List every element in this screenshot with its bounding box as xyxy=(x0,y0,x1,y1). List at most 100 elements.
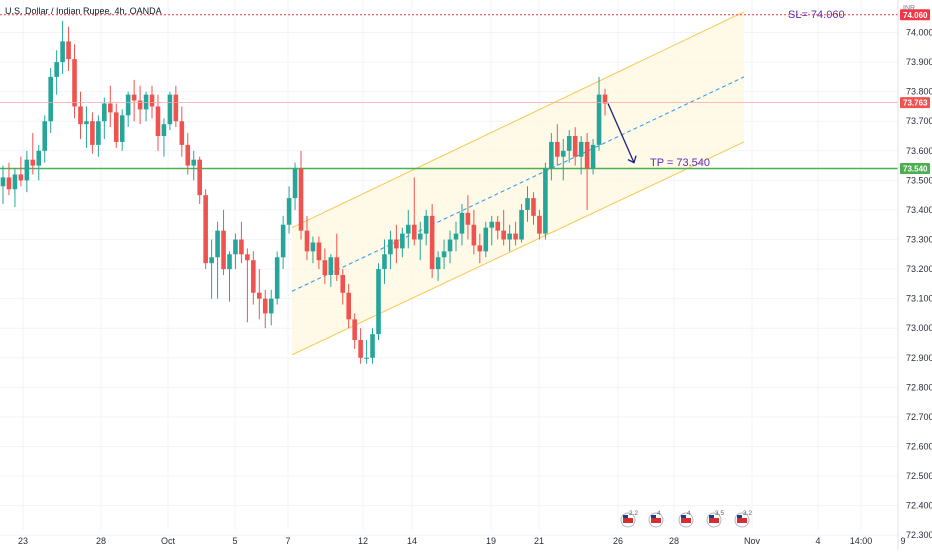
candle-body[interactable] xyxy=(113,112,119,142)
candle-body[interactable] xyxy=(310,242,316,252)
candle-body[interactable] xyxy=(119,115,125,142)
candle-body[interactable] xyxy=(54,62,59,77)
candle-body[interactable] xyxy=(382,254,387,270)
candle-body[interactable] xyxy=(30,159,36,166)
candle-body[interactable] xyxy=(507,233,512,240)
candle-body[interactable] xyxy=(209,257,214,264)
candle-body[interactable] xyxy=(441,251,447,258)
candle-body[interactable] xyxy=(477,245,483,252)
candle-body[interactable] xyxy=(555,141,560,157)
candle-body[interactable] xyxy=(251,260,256,293)
candle-body[interactable] xyxy=(358,340,363,358)
candle-body[interactable] xyxy=(560,150,566,157)
candle-body[interactable] xyxy=(185,144,191,166)
candle-body[interactable] xyxy=(36,150,42,166)
candle-body[interactable] xyxy=(66,41,71,60)
candle-body[interactable] xyxy=(107,103,113,113)
candle-body[interactable] xyxy=(167,94,173,125)
candle-body[interactable] xyxy=(352,319,357,341)
price-axis-bg[interactable] xyxy=(898,0,932,550)
candle-body[interactable] xyxy=(489,221,495,228)
candle-body[interactable] xyxy=(537,215,542,234)
candle-body[interactable] xyxy=(578,141,584,157)
candle-body[interactable] xyxy=(6,177,12,190)
candle-body[interactable] xyxy=(429,215,435,270)
candle-body[interactable] xyxy=(340,275,346,293)
candle-body[interactable] xyxy=(84,121,89,125)
candle-body[interactable] xyxy=(423,215,429,234)
candle-body[interactable] xyxy=(328,257,334,275)
candle-body[interactable] xyxy=(143,94,149,110)
candle-body[interactable] xyxy=(161,124,167,137)
candle-body[interactable] xyxy=(495,221,501,231)
candle-body[interactable] xyxy=(102,103,107,122)
candle-body[interactable] xyxy=(173,94,179,122)
candle-body[interactable] xyxy=(60,41,65,63)
candle-body[interactable] xyxy=(0,177,6,187)
candle-body[interactable] xyxy=(400,233,405,249)
candle-body[interactable] xyxy=(215,230,220,258)
candle-body[interactable] xyxy=(125,94,131,116)
candle-body[interactable] xyxy=(304,230,310,252)
candle-body[interactable] xyxy=(388,239,393,255)
candle-body[interactable] xyxy=(572,136,578,157)
candle-body[interactable] xyxy=(602,94,608,104)
candle-body[interactable] xyxy=(471,224,477,246)
candle-body[interactable] xyxy=(292,168,298,199)
candle-body[interactable] xyxy=(519,209,524,240)
candle-body[interactable] xyxy=(78,106,83,125)
candle-body[interactable] xyxy=(346,292,352,320)
candle-body[interactable] xyxy=(596,94,602,145)
candle-body[interactable] xyxy=(584,141,590,169)
candle-body[interactable] xyxy=(406,224,411,234)
candle-body[interactable] xyxy=(239,239,244,255)
candle-body[interactable] xyxy=(268,298,274,314)
candle-body[interactable] xyxy=(453,233,459,240)
candle-body[interactable] xyxy=(131,94,137,101)
candle-body[interactable] xyxy=(286,198,292,225)
candle-body[interactable] xyxy=(316,242,322,261)
candle-body[interactable] xyxy=(274,257,280,299)
candle-body[interactable] xyxy=(24,159,30,181)
candle-body[interactable] xyxy=(221,230,226,270)
candle-body[interactable] xyxy=(280,224,286,258)
candle-body[interactable] xyxy=(543,168,548,234)
candle-body[interactable] xyxy=(411,224,417,240)
candle-body[interactable] xyxy=(525,198,530,210)
candle-body[interactable] xyxy=(298,168,304,231)
candle-body[interactable] xyxy=(155,106,161,137)
candle-body[interactable] xyxy=(483,227,489,252)
candle-body[interactable] xyxy=(203,195,208,264)
sl-annotation[interactable]: SL= 74.060 xyxy=(788,9,845,21)
candle-body[interactable] xyxy=(501,230,506,240)
tp-annotation[interactable]: TP = 73.540 xyxy=(650,157,710,169)
symbol-title[interactable]: U.S. Dollar / Indian Rupee, 4h, OANDA xyxy=(5,6,162,16)
candle-body[interactable] xyxy=(18,174,24,181)
candle-body[interactable] xyxy=(245,254,250,261)
candle-body[interactable] xyxy=(376,269,381,335)
candle-body[interactable] xyxy=(334,257,340,275)
candle-body[interactable] xyxy=(322,260,328,275)
candle-body[interactable] xyxy=(137,100,143,110)
candle-body[interactable] xyxy=(48,76,53,122)
candle-body[interactable] xyxy=(96,121,101,145)
candle-body[interactable] xyxy=(364,357,369,359)
candle-body[interactable] xyxy=(233,239,238,255)
candle-body[interactable] xyxy=(149,94,155,107)
candle-body[interactable] xyxy=(12,174,18,190)
candle-body[interactable] xyxy=(394,239,399,249)
candle-body[interactable] xyxy=(417,233,423,240)
candle-body[interactable] xyxy=(590,144,596,169)
candle-body[interactable] xyxy=(42,121,48,151)
candle-body[interactable] xyxy=(256,292,262,299)
candle-body[interactable] xyxy=(262,298,268,314)
candle-body[interactable] xyxy=(447,239,453,252)
event-markers[interactable]: 2.2 4 4 3.5 3.2 xyxy=(620,510,752,528)
candle-body[interactable] xyxy=(72,59,77,107)
candle-body[interactable] xyxy=(513,233,518,240)
candle-body[interactable] xyxy=(459,212,465,234)
candle-body[interactable] xyxy=(531,198,536,216)
candle-body[interactable] xyxy=(549,141,554,169)
candle-body[interactable] xyxy=(197,159,202,196)
